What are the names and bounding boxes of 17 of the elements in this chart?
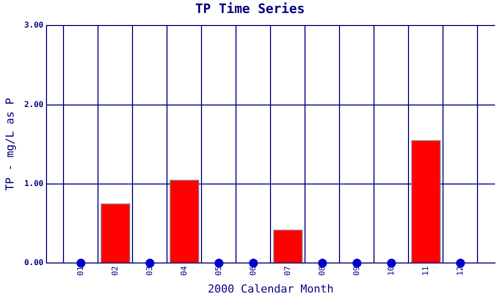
x-tick-label: 04 <box>180 266 189 276</box>
y-tick-label: 0.00 <box>24 258 44 268</box>
x-tick-label: 12 <box>456 266 465 276</box>
y-tick-label: 2.00 <box>24 100 44 109</box>
x-tick-label: 02 <box>110 266 120 276</box>
x-tick-label: 08 <box>318 266 327 276</box>
x-tick-label: 03 <box>145 266 154 276</box>
y-axis-title: TP - mg/L as P <box>3 98 16 191</box>
chart-title: TP Time Series <box>195 2 305 18</box>
y-tick-label: 1.00 <box>24 179 44 188</box>
x-tick-label: 06 <box>248 266 258 276</box>
x-tick-label: 09 <box>352 266 362 276</box>
y-tick-label: 3.00 <box>24 20 44 30</box>
x-axis-title: 2000 Calendar Month <box>208 282 334 296</box>
x-tick-label: 07 <box>283 266 292 276</box>
x-tick-label: 11 <box>421 266 430 276</box>
x-tick-label: 01 <box>76 266 86 276</box>
